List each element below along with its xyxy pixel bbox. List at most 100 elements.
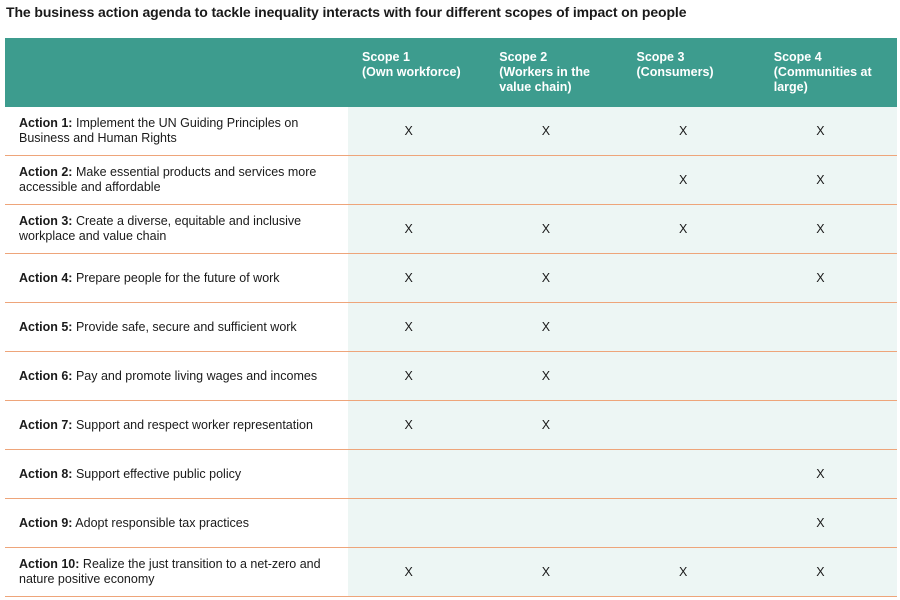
scope-detail: (Own workforce) (362, 65, 461, 79)
scope-mark: X (678, 123, 688, 138)
action-text: Realize the just transition to a net-zer… (19, 557, 321, 586)
scope-cell (622, 253, 760, 303)
action-label: Action 8: (19, 466, 73, 481)
action-label: Action 3: (19, 214, 73, 228)
scope-cell: X (485, 400, 623, 450)
scope-cell: X (485, 253, 623, 303)
scope-mark: X (404, 319, 413, 334)
action-cell: Action 4: Prepare people for the future … (5, 253, 348, 303)
title: The business action agenda to tackle ine… (6, 4, 687, 20)
scope-mark: X (816, 221, 825, 236)
scope-cell: X (759, 204, 897, 254)
scope-name: Scope 2 (499, 50, 548, 64)
scope-cell (759, 302, 897, 352)
scope-mark: X (541, 564, 551, 579)
scope-mark: X (404, 221, 413, 236)
scope-cell: X (485, 302, 623, 352)
action-label: Action 6: (19, 368, 73, 383)
scope-mark: X (541, 368, 551, 383)
action-text: Implement the UN Guiding Principles on B… (19, 116, 299, 145)
scope-cell: X (348, 302, 486, 352)
table-row: Action 4: Prepare people for the future … (5, 253, 897, 303)
scope-cell: X (622, 107, 760, 156)
scope-cell: X (485, 351, 623, 401)
table-row: Action 2: Make essential products and se… (5, 155, 897, 205)
scope-mark: X (678, 172, 688, 187)
header-row: Scope 1 (Own workforce) Scope 2 (Workers in… (5, 38, 897, 107)
scope-cell (485, 498, 623, 548)
table-row: Action 9: Adopt responsible tax practice… (5, 498, 897, 548)
scope-cell (348, 498, 486, 548)
scope-cell: X (485, 204, 623, 254)
action-cell: Action 3: Create a diverse, equitable an… (5, 204, 348, 254)
scope-cell: X (759, 498, 897, 548)
action-text: Adopt responsible tax practices (75, 515, 249, 530)
scope-cell: X (759, 253, 897, 303)
scope-cell: X (348, 253, 486, 303)
scope-cell: X (759, 107, 897, 156)
scope-cell: X (622, 547, 760, 597)
scope-cell: X (348, 547, 486, 597)
header-cell (5, 38, 348, 107)
scope-cell: X (759, 547, 897, 597)
action-text: Pay and promote living wages and incomes (75, 368, 318, 383)
action-text: Prepare people for the future of work (75, 270, 280, 285)
scope-mark: X (816, 466, 825, 481)
scope-name: Scope 1 (362, 50, 410, 64)
action-cell: Action 5: Provide safe, secure and suffi… (5, 302, 348, 352)
scope-mark: X (541, 221, 551, 236)
table-row: Action 7: Support and respect worker rep… (5, 400, 897, 450)
scope-cell: X (348, 351, 486, 401)
scope-cell: X (348, 400, 486, 450)
scope-mark: X (404, 270, 413, 285)
scope-detail: (Workers in the value chain) (499, 65, 591, 94)
scope-mark: X (541, 417, 551, 432)
action-label: Action 2: (19, 165, 73, 179)
action-text: Make essential products and services mor… (19, 165, 317, 194)
scope-cell (622, 302, 760, 352)
scope-name: Scope 3 (636, 50, 685, 64)
scope-cell (759, 400, 897, 450)
action-cell: Action 2: Make essential products and se… (5, 155, 348, 205)
action-label: Action 10: (19, 557, 80, 571)
scope-mark: X (816, 123, 825, 138)
table-row: Action 1: Implement the UN Guiding Princ… (5, 107, 897, 156)
scope-detail: (Communities at large) (773, 65, 872, 94)
header-cell: Scope 4 (Communities at large) (759, 38, 897, 107)
table-row: Action 8: Support effective public polic… (5, 449, 897, 499)
scope-cell (348, 155, 486, 205)
scope-mark: X (816, 564, 825, 579)
header-cell: Scope 3 (Consumers) (622, 38, 760, 107)
action-text: Support effective public policy (75, 466, 242, 481)
action-cell: Action 9: Adopt responsible tax practice… (5, 498, 348, 548)
scope-cell (622, 498, 760, 548)
scope-name: Scope 4 (773, 50, 822, 64)
action-text: Provide safe, secure and sufficient work (75, 319, 297, 334)
scope-table: Scope 1 (Own workforce) Scope 2 (Workers in… (5, 38, 897, 597)
table-row: Action 3: Create a diverse, equitable an… (5, 204, 897, 254)
action-cell: Action 7: Support and respect worker rep… (5, 400, 348, 450)
scope-mark: X (816, 515, 825, 530)
scope-cell (622, 449, 760, 499)
header-cell: Scope 1 (Own workforce) (348, 38, 486, 107)
scope-cell: X (348, 204, 486, 254)
scope-mark: X (816, 172, 825, 187)
scope-cell: X (485, 107, 623, 156)
action-cell: Action 8: Support effective public polic… (5, 449, 348, 499)
scope-cell (622, 400, 760, 450)
scope-cell: X (622, 155, 760, 205)
scope-mark: X (816, 270, 825, 285)
table-body: Action 1: Implement the UN Guiding Princ… (5, 107, 897, 597)
action-text: Create a diverse, equitable and inclusiv… (19, 214, 302, 243)
scope-detail: (Consumers) (636, 65, 714, 79)
scope-cell (759, 351, 897, 401)
scope-mark: X (404, 564, 413, 579)
scope-mark: X (678, 564, 688, 579)
scope-mark: X (541, 270, 551, 285)
scope-cell (485, 155, 623, 205)
table-row: Action 6: Pay and promote living wages a… (5, 351, 897, 401)
table-row: Action 5: Provide safe, secure and suffi… (5, 302, 897, 352)
scope-mark: X (541, 319, 551, 334)
action-label: Action 9: (19, 515, 73, 530)
